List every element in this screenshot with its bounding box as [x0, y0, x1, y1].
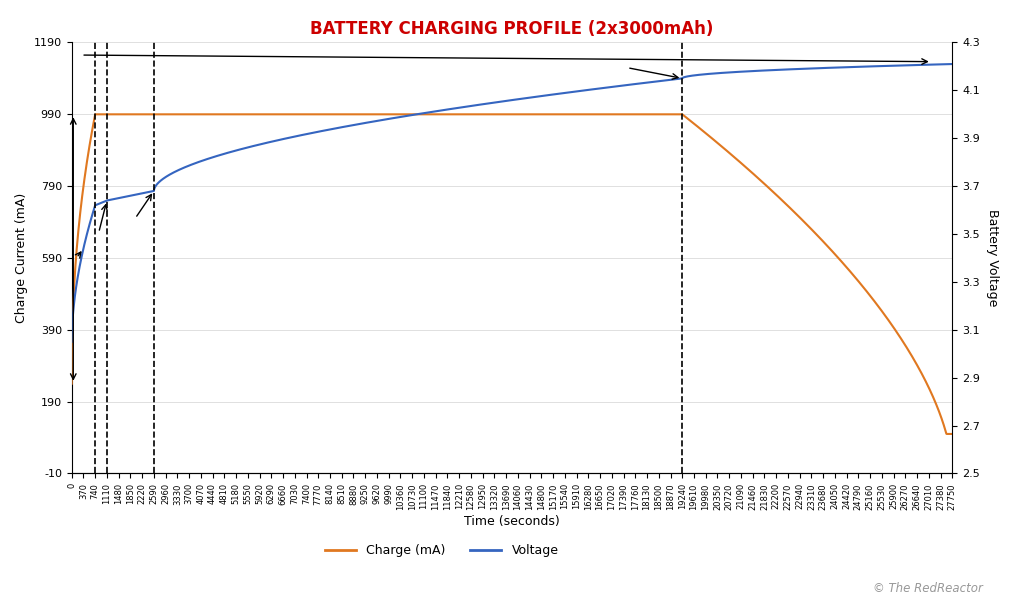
X-axis label: Time (seconds): Time (seconds)	[464, 515, 560, 528]
Legend: Charge (mA), Voltage: Charge (mA), Voltage	[319, 539, 563, 562]
Text: © The RedReactor: © The RedReactor	[873, 582, 983, 595]
Title: BATTERY CHARGING PROFILE (2x3000mAh): BATTERY CHARGING PROFILE (2x3000mAh)	[310, 20, 714, 38]
Y-axis label: Battery Voltage: Battery Voltage	[986, 209, 999, 307]
Y-axis label: Charge Current (mA): Charge Current (mA)	[15, 193, 29, 323]
